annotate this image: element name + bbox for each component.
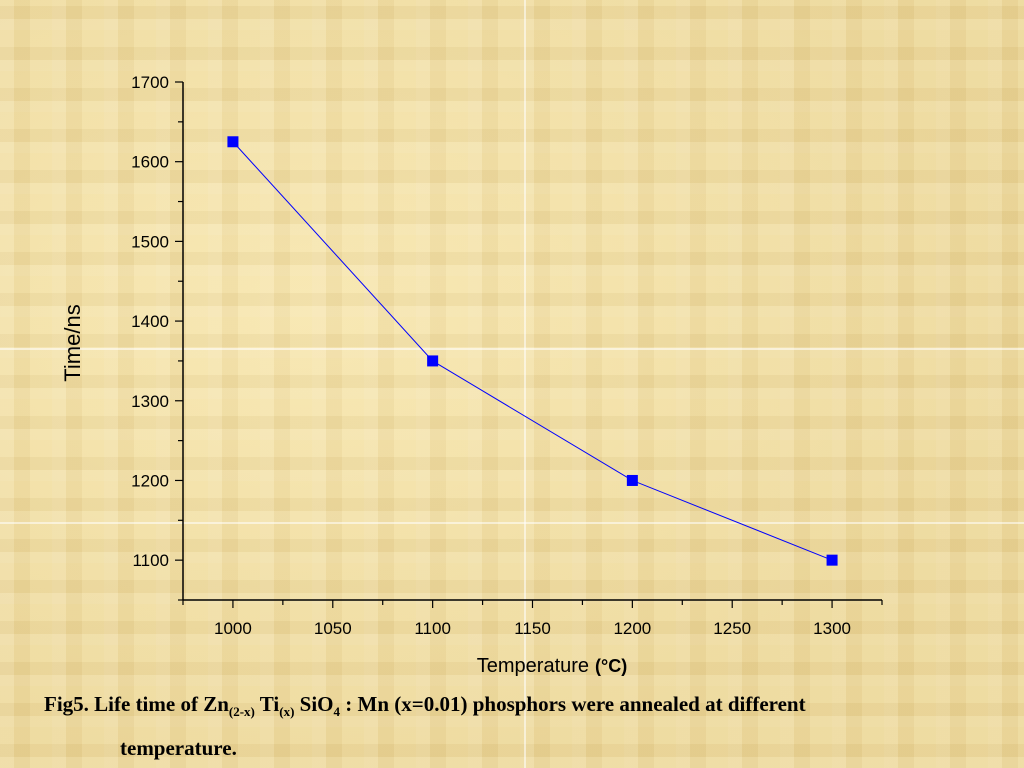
caption-sio: SiO	[294, 692, 334, 716]
chart-series	[227, 136, 838, 566]
y-tick-label: 1500	[131, 232, 169, 251]
x-axis-label: Temperature (°C)	[477, 655, 627, 677]
caption-ti: Ti	[254, 692, 280, 716]
x-tick-label: 1300	[813, 619, 851, 638]
y-tick-label: 1600	[131, 153, 169, 172]
line-chart: 1000 1050 1100 1150 1200 1250 1300 1100 1200 1300…	[60, 73, 883, 677]
background-seam-vertical	[524, 0, 526, 768]
y-axis-label: Time/ns	[60, 304, 85, 381]
x-tick-label: 1250	[713, 619, 751, 638]
x-axis-label-name: Temperature	[477, 655, 589, 677]
chart-ticks: 1000 1050 1100 1150 1200 1250 1300 1100 1200 1300…	[131, 73, 883, 638]
x-tick-label: 1050	[314, 619, 352, 638]
y-tick-label: 1400	[131, 312, 169, 331]
x-tick-label: 1150	[514, 619, 551, 638]
data-point-marker	[227, 136, 239, 148]
x-tick-label: 1000	[214, 619, 252, 638]
y-tick-label: 1700	[131, 73, 169, 92]
y-tick-label: 1200	[131, 471, 169, 490]
caption-sub-4: 4	[333, 704, 341, 720]
x-axis-label-unit: (°C)	[595, 656, 627, 676]
x-tick-label: 1100	[414, 619, 451, 638]
y-tick-label: 1300	[131, 392, 169, 411]
data-point-marker	[427, 355, 439, 367]
y-tick-label: 1100	[132, 551, 169, 570]
figure-caption: Fig5. Life time of Zn(2-x) Ti(x) SiO4 : …	[44, 686, 1004, 766]
data-point-marker	[626, 474, 638, 486]
caption-sub-x: (x)	[279, 704, 295, 720]
background-seam-horizontal-1	[0, 348, 1024, 350]
x-tick-label: 1200	[613, 619, 651, 638]
data-point-marker	[826, 554, 838, 566]
chart-axes	[182, 82, 882, 601]
caption-prefix: Fig5. Life time of Zn	[44, 692, 229, 716]
caption-suffix: : Mn (x=0.01) phosphors were annealed at…	[340, 692, 806, 716]
caption-line-2: temperature.	[120, 736, 237, 761]
series-line	[232, 141, 833, 561]
caption-sub-2-x: (2-x)	[228, 704, 255, 720]
background-seam-horizontal-2	[0, 522, 1024, 524]
